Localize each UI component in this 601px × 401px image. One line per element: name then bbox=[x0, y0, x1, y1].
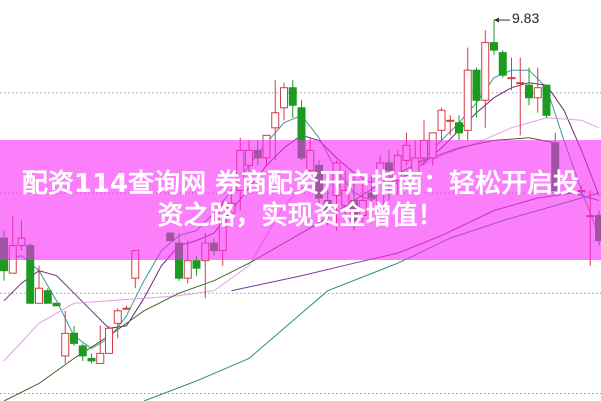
candle-body bbox=[533, 87, 542, 99]
candle-body bbox=[463, 69, 472, 131]
candle-body bbox=[472, 69, 481, 101]
candle bbox=[113, 308, 122, 339]
candle-body bbox=[507, 77, 516, 80]
candle-body bbox=[280, 87, 288, 109]
peak-arrow-icon bbox=[494, 17, 499, 23]
candle-body bbox=[498, 52, 507, 76]
candle-body bbox=[52, 302, 61, 307]
candle-body bbox=[70, 332, 78, 344]
candle-body bbox=[61, 332, 70, 357]
candle bbox=[455, 115, 463, 141]
candle bbox=[516, 57, 525, 136]
candle bbox=[463, 47, 472, 141]
candle bbox=[52, 302, 61, 307]
banner-text: 配资114查询网 券商配资开户指南：轻松开启投资之路，实现资金增值！ bbox=[21, 169, 580, 231]
candle bbox=[35, 265, 43, 304]
candle bbox=[43, 288, 52, 304]
candle bbox=[87, 353, 96, 364]
candle-body bbox=[437, 109, 446, 131]
candle bbox=[533, 67, 542, 113]
candle-body bbox=[455, 122, 463, 134]
candle-body bbox=[105, 327, 113, 354]
candle bbox=[105, 325, 113, 354]
candle bbox=[78, 343, 87, 361]
candle bbox=[61, 310, 70, 364]
candle bbox=[472, 67, 481, 118]
candle bbox=[96, 325, 105, 364]
candle bbox=[525, 67, 533, 106]
candle bbox=[437, 107, 446, 141]
candle-body bbox=[516, 82, 525, 85]
candle bbox=[542, 84, 551, 118]
promo-banner: 配资114查询网 券商配资开户指南：轻松开启投资之路，实现资金增值！ bbox=[0, 140, 601, 260]
candle bbox=[280, 82, 288, 121]
candle-body bbox=[43, 290, 52, 304]
candle-body bbox=[271, 112, 280, 129]
candle bbox=[122, 305, 131, 310]
candle bbox=[288, 80, 297, 118]
candle-body bbox=[96, 352, 105, 364]
candle-body bbox=[35, 287, 43, 304]
candle-body bbox=[87, 357, 96, 362]
candle-body bbox=[192, 260, 201, 269]
candle bbox=[481, 30, 490, 128]
peak-price-label: 9.83 bbox=[512, 10, 540, 27]
candle bbox=[490, 20, 498, 56]
candle-body bbox=[542, 84, 551, 116]
candle bbox=[446, 115, 455, 136]
candle-body bbox=[288, 87, 297, 106]
candle bbox=[507, 57, 516, 91]
candle-body bbox=[446, 119, 455, 122]
candle-body bbox=[183, 260, 192, 279]
candle-body bbox=[481, 42, 490, 101]
candle-body bbox=[122, 307, 131, 310]
candle-body bbox=[525, 84, 533, 99]
candle bbox=[70, 325, 78, 346]
candle-body bbox=[490, 42, 498, 51]
candle bbox=[498, 50, 507, 78]
candle-body bbox=[113, 310, 122, 324]
candle-body bbox=[78, 345, 87, 357]
